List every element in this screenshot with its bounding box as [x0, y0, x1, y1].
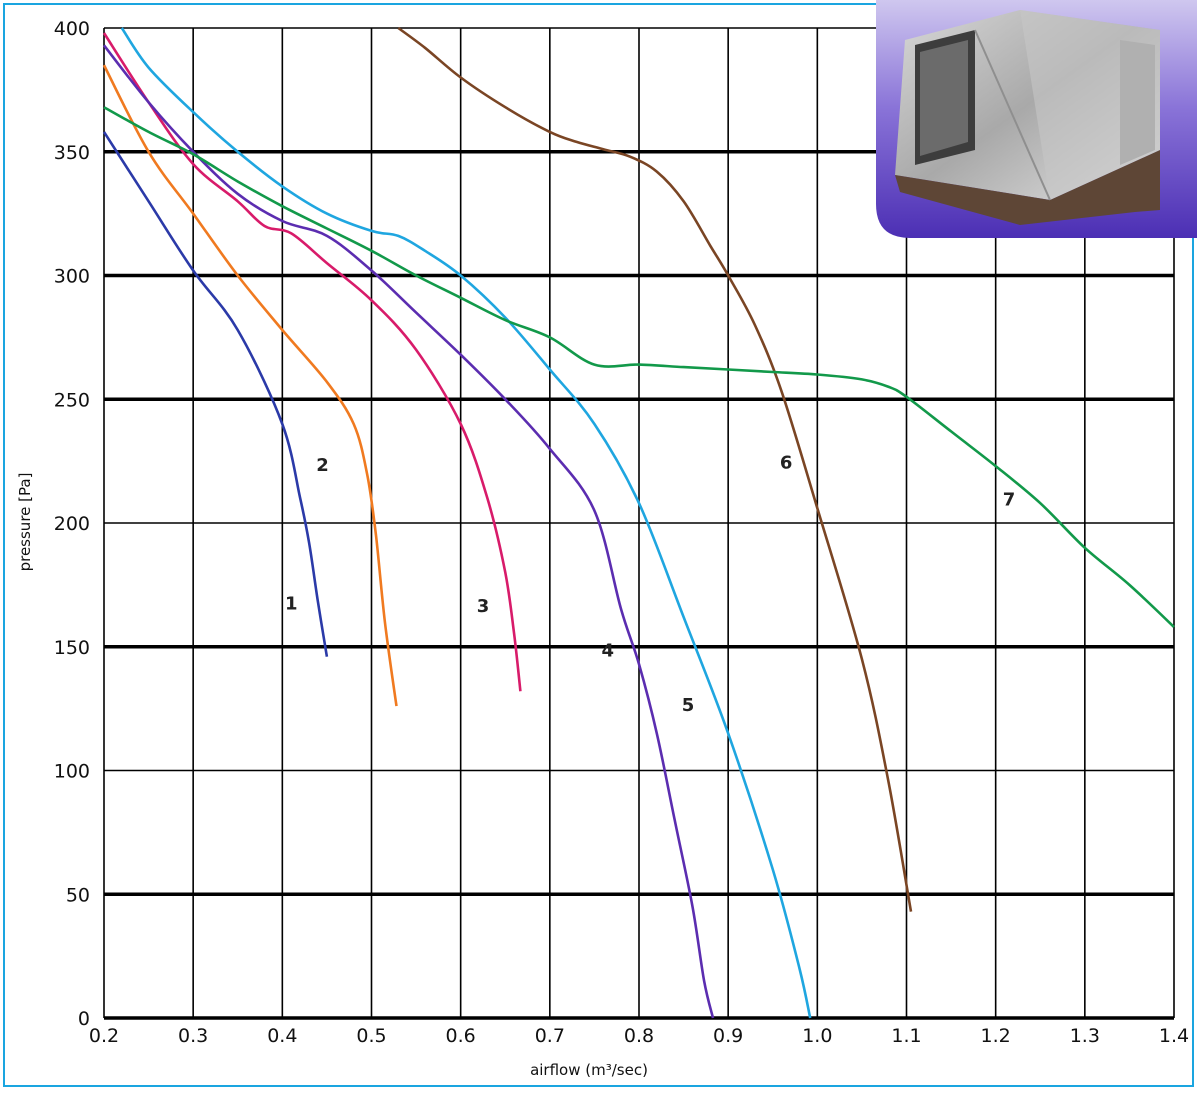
- y-axis-title: pressure [Pa]: [16, 473, 34, 572]
- y-tick-label: 100: [54, 761, 90, 783]
- duct-fan-unit-photo: [895, 10, 1160, 225]
- y-tick-label: 0: [78, 1008, 90, 1030]
- performance-curves: [102, 26, 1175, 1019]
- y-tick-label: 200: [54, 513, 90, 535]
- curve-label-6: 6: [780, 453, 793, 474]
- curve-label-3: 3: [477, 596, 490, 617]
- curve-label-2: 2: [316, 455, 329, 476]
- y-tick-label: 50: [66, 884, 90, 906]
- x-axis-title: airflow (m³/sec): [530, 1061, 648, 1079]
- curve-label-4: 4: [602, 641, 615, 662]
- product-photo-panel: [876, 0, 1197, 238]
- x-tick-label: 1.3: [1070, 1025, 1100, 1047]
- x-tick-label: 0.7: [535, 1025, 565, 1047]
- x-tick-label: 0.4: [267, 1025, 297, 1047]
- curve-labels: 1 2 3 4 5 6 7: [285, 453, 1015, 717]
- y-tick-label: 150: [54, 637, 90, 659]
- y-tick-label: 250: [54, 389, 90, 411]
- y-tick-label: 350: [54, 142, 90, 164]
- curve-label-1: 1: [285, 594, 298, 615]
- x-tick-label: 0.6: [446, 1025, 476, 1047]
- curve-1: [102, 131, 329, 657]
- y-tick-label: 400: [54, 18, 90, 40]
- x-tick-label: 1.1: [891, 1025, 921, 1047]
- curve-label-7: 7: [1003, 490, 1016, 511]
- curve-6: [397, 26, 913, 912]
- x-tick-label: 1.4: [1159, 1025, 1189, 1047]
- curve-3: [102, 32, 522, 692]
- x-tick-label: 0.9: [713, 1025, 743, 1047]
- curve-label-5: 5: [682, 695, 695, 716]
- x-tick-label: 0.3: [178, 1025, 208, 1047]
- y-tick-label: 300: [54, 266, 90, 288]
- curve-5: [120, 27, 812, 1019]
- curve-7: [103, 106, 1175, 628]
- axis-ticks: 0.2 0.3 0.4 0.5 0.6 0.7 0.8 0.9 1.0 1.1 1.2 1.3 1.4 0…: [54, 18, 1189, 1047]
- x-tick-label: 0.8: [624, 1025, 654, 1047]
- x-tick-label: 1.2: [981, 1025, 1011, 1047]
- curve-2: [102, 64, 398, 707]
- x-tick-label: 0.5: [356, 1025, 386, 1047]
- outer-frame: [3, 3, 1194, 1087]
- x-tick-label: 0.2: [89, 1025, 119, 1047]
- curve-4: [102, 44, 715, 1019]
- x-tick-label: 1.0: [802, 1025, 832, 1047]
